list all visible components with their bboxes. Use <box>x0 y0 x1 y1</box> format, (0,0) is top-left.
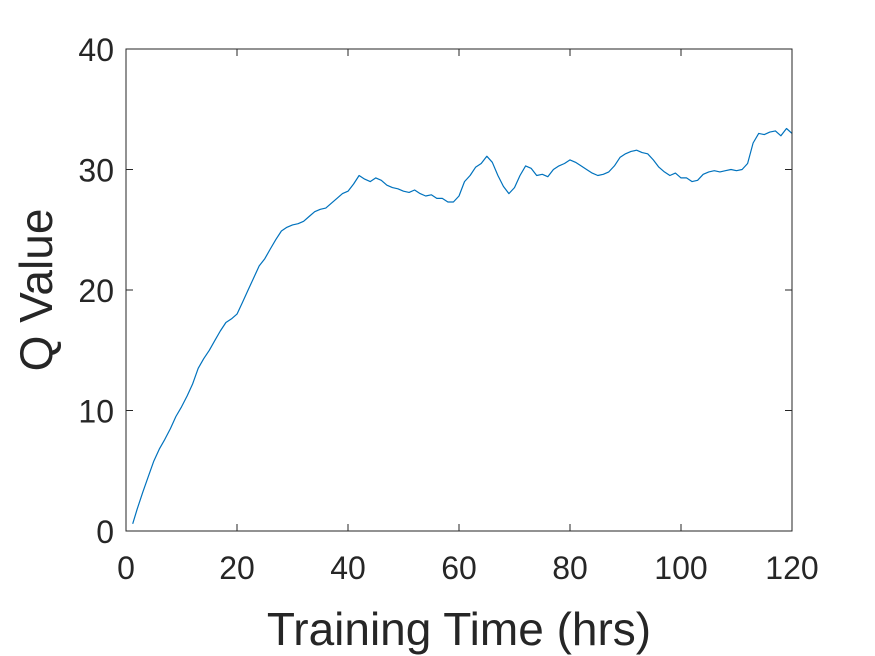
y-tick-label: 30 <box>78 153 114 189</box>
y-tick-label: 20 <box>78 273 114 309</box>
x-axis-title: Training Time (hrs) <box>267 603 651 655</box>
x-tick-label: 120 <box>765 550 818 586</box>
plot-area <box>132 127 793 524</box>
x-tick-label: 40 <box>330 550 366 586</box>
axes-frame <box>125 48 793 532</box>
x-axis: 0 20 40 60 80 100 120 <box>117 49 819 586</box>
q-value-series-line <box>132 127 793 524</box>
y-tick-label: 40 <box>78 32 114 68</box>
x-tick-label: 100 <box>654 550 707 586</box>
x-tick-label: 80 <box>552 550 588 586</box>
x-tick-label: 60 <box>441 550 477 586</box>
x-tick-label: 20 <box>219 550 255 586</box>
y-axis: 0 10 20 30 40 <box>78 32 792 550</box>
y-axis-title: Q Value <box>10 209 62 372</box>
x-tick-label: 0 <box>117 550 135 586</box>
y-tick-label: 10 <box>78 394 114 430</box>
y-tick-label: 0 <box>96 514 114 550</box>
